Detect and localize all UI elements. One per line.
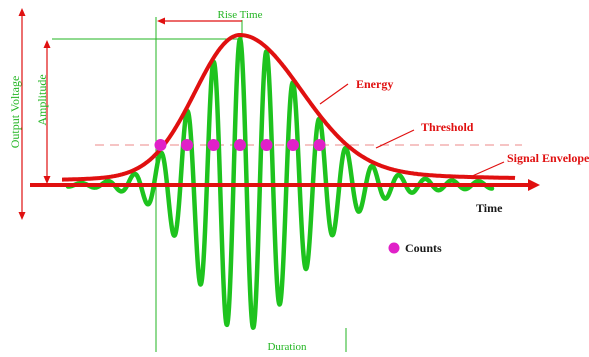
count-dot (234, 139, 246, 151)
threshold-leader (375, 129, 415, 149)
energy-label: Energy (356, 77, 393, 91)
amplitude-label: Amplitude (35, 74, 49, 125)
count-dot (154, 139, 167, 151)
amplitude-arrow (43, 40, 51, 184)
rise-time-label: Rise Time (218, 9, 263, 21)
count-dot (260, 139, 273, 151)
count-dot (207, 139, 220, 151)
count-dot (287, 139, 299, 151)
time-label: Time (476, 201, 503, 215)
counts-label: Counts (405, 241, 442, 255)
counts-legend-dot (388, 242, 400, 254)
threshold-label: Threshold (421, 120, 474, 134)
rise-time-arrow (157, 17, 242, 25)
duration-label: Duration (267, 341, 307, 352)
count-markers (154, 139, 326, 151)
output-voltage-axis (18, 8, 26, 220)
signal-waveform (65, 36, 495, 330)
signal-envelope-label: Signal Envelope (507, 151, 589, 165)
signal-envelope-leader (469, 161, 505, 178)
count-dot (313, 139, 326, 151)
time-axis (30, 179, 540, 191)
energy-leader (319, 83, 349, 105)
signal-envelope-curve (62, 33, 516, 182)
output-voltage-label: Output Voltage (8, 76, 22, 149)
count-dot (181, 139, 193, 151)
